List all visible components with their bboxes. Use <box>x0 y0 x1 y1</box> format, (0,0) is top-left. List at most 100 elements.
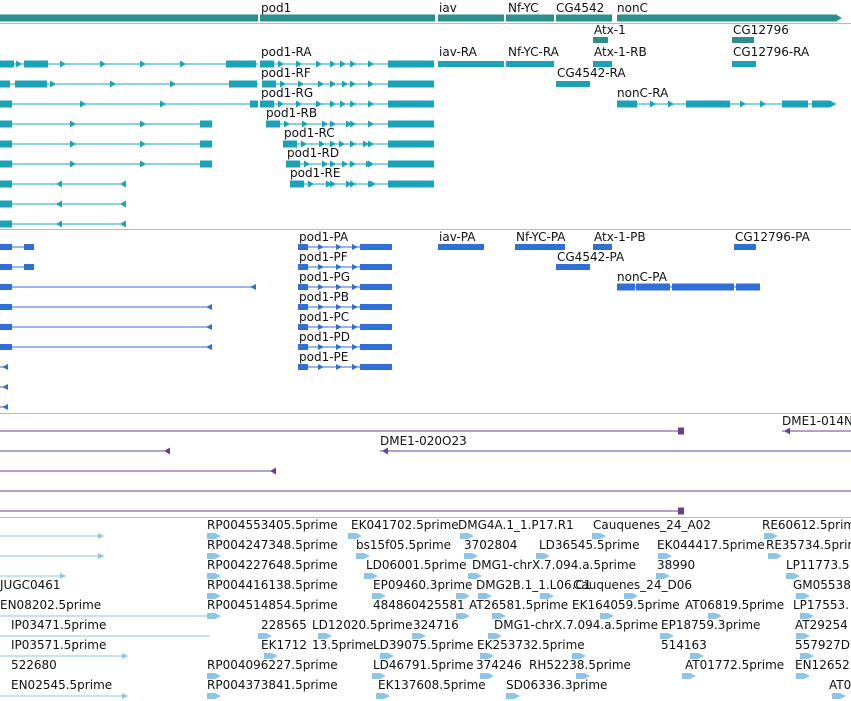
strand-arrow-icon[interactable] <box>352 244 358 250</box>
est-label[interactable]: EK164059.5prime <box>572 598 680 612</box>
strand-arrow-icon[interactable] <box>716 613 722 619</box>
strand-arrow-icon[interactable] <box>336 324 342 330</box>
est-block[interactable] <box>264 653 272 659</box>
strand-arrow-icon[interactable] <box>70 120 76 128</box>
strand-arrow-icon[interactable] <box>120 180 126 188</box>
exon-block[interactable] <box>360 284 392 290</box>
strand-arrow-icon[interactable] <box>380 673 386 679</box>
feature-label[interactable]: Atx-1-RB <box>594 45 647 59</box>
est-block[interactable] <box>348 533 356 539</box>
feature-label[interactable]: DME1-014N <box>782 414 851 428</box>
strand-arrow-icon[interactable] <box>336 244 342 250</box>
strand-arrow-icon[interactable] <box>215 573 221 579</box>
exon-block[interactable] <box>672 283 734 291</box>
strand-arrow-icon[interactable] <box>302 120 308 128</box>
strand-arrow-icon[interactable] <box>318 364 324 370</box>
exon-block[interactable] <box>286 160 300 168</box>
strand-arrow-icon[interactable] <box>368 80 374 88</box>
exon-block[interactable] <box>617 100 637 108</box>
gene-bar[interactable] <box>0 14 258 22</box>
strand-arrow-icon[interactable] <box>140 160 146 168</box>
feature-label[interactable]: pod1-PE <box>299 350 349 364</box>
strand-arrow-icon[interactable] <box>840 693 846 699</box>
exon-block[interactable] <box>0 304 12 310</box>
strand-arrow-icon[interactable] <box>514 693 520 699</box>
est-block[interactable] <box>682 673 690 679</box>
exon-block[interactable] <box>388 140 434 148</box>
est-block[interactable] <box>506 693 514 699</box>
est-label[interactable]: GM05538 <box>793 578 851 592</box>
strand-arrow-icon[interactable] <box>140 120 146 128</box>
feature-label[interactable]: nonC <box>617 1 648 15</box>
strand-arrow-icon[interactable] <box>340 60 346 68</box>
strand-arrow-icon[interactable] <box>278 60 284 68</box>
strand-arrow-icon[interactable] <box>808 613 814 619</box>
exon-block[interactable] <box>388 120 434 128</box>
exon-block[interactable] <box>438 244 484 250</box>
strand-arrow-icon[interactable] <box>352 324 358 330</box>
strand-arrow-icon[interactable] <box>215 553 221 559</box>
strand-arrow-icon[interactable] <box>215 673 221 679</box>
est-block[interactable] <box>372 673 380 679</box>
est-label[interactable]: 228565 <box>261 618 307 632</box>
strand-arrow-icon[interactable] <box>296 100 302 108</box>
strand-arrow-icon[interactable] <box>668 100 674 108</box>
strand-arrow-icon[interactable] <box>336 284 342 290</box>
strand-arrow-icon[interactable] <box>516 61 522 67</box>
est-block[interactable] <box>480 653 488 659</box>
strand-arrow-icon[interactable] <box>318 244 324 250</box>
exon-block[interactable] <box>360 304 392 310</box>
feature-label[interactable]: nonC-PA <box>617 270 667 284</box>
strand-arrow-icon[interactable] <box>545 244 551 250</box>
strand-arrow-icon[interactable] <box>784 427 790 435</box>
feature-label[interactable]: pod1-PF <box>299 250 348 264</box>
strand-arrow-icon[interactable] <box>180 60 186 68</box>
exon-block[interactable] <box>593 61 612 67</box>
strand-arrow-icon[interactable] <box>300 244 306 250</box>
strand-arrow-icon[interactable] <box>352 364 358 370</box>
strand-arrow-icon[interactable] <box>301 140 307 148</box>
strand-arrow-icon[interactable] <box>446 61 452 67</box>
strand-arrow-icon[interactable] <box>330 120 336 128</box>
exon-block[interactable] <box>636 283 670 291</box>
strand-arrow-icon[interactable] <box>364 553 370 559</box>
est-block[interactable] <box>786 573 794 579</box>
est-label[interactable]: 38990 <box>657 558 696 572</box>
strand-arrow-icon[interactable] <box>60 60 66 68</box>
est-label[interactable]: 484860425581 <box>373 598 465 612</box>
est-label[interactable]: EN12652 <box>795 658 850 672</box>
exon-block[interactable] <box>229 80 257 88</box>
strand-arrow-icon[interactable] <box>300 324 306 330</box>
strand-arrow-icon[interactable] <box>352 284 358 290</box>
strand-arrow-icon[interactable] <box>448 244 454 250</box>
strand-arrow-icon[interactable] <box>584 673 590 679</box>
strand-arrow-icon[interactable] <box>80 100 86 108</box>
strand-arrow-icon[interactable] <box>56 180 62 188</box>
strand-arrow-icon[interactable] <box>464 613 470 619</box>
est-label[interactable]: bs15f05.5prime <box>356 538 452 552</box>
strand-arrow-icon[interactable] <box>236 60 242 68</box>
strand-arrow-icon[interactable] <box>368 100 374 108</box>
est-label[interactable]: RH52238.5prime <box>529 658 631 672</box>
strand-arrow-icon[interactable] <box>472 553 478 559</box>
feature-label[interactable]: Atx-1 <box>594 23 626 37</box>
est-label[interactable]: LP11773.5 <box>786 558 850 572</box>
feature-label[interactable]: pod1-PG <box>299 270 351 284</box>
strand-arrow-icon[interactable] <box>300 264 306 270</box>
strand-arrow-icon[interactable] <box>56 200 62 208</box>
strand-arrow-icon[interactable] <box>568 264 574 270</box>
strand-arrow-icon[interactable] <box>330 60 336 68</box>
est-block[interactable] <box>464 553 472 559</box>
feature-label[interactable]: Nf-YC-PA <box>516 230 566 244</box>
strand-arrow-icon[interactable] <box>330 180 336 188</box>
gene-bar[interactable] <box>732 37 754 43</box>
strand-arrow-icon[interactable] <box>300 304 306 310</box>
exon-block[interactable] <box>360 244 392 250</box>
strand-arrow-icon[interactable] <box>350 80 356 88</box>
exon-block[interactable] <box>0 344 12 350</box>
strand-arrow-icon[interactable] <box>776 553 782 559</box>
strand-arrow-icon[interactable] <box>296 60 302 68</box>
strand-arrow-icon[interactable] <box>342 80 348 88</box>
strand-arrow-icon[interactable] <box>300 364 306 370</box>
feature-label[interactable]: CG4542-PA <box>557 250 625 264</box>
